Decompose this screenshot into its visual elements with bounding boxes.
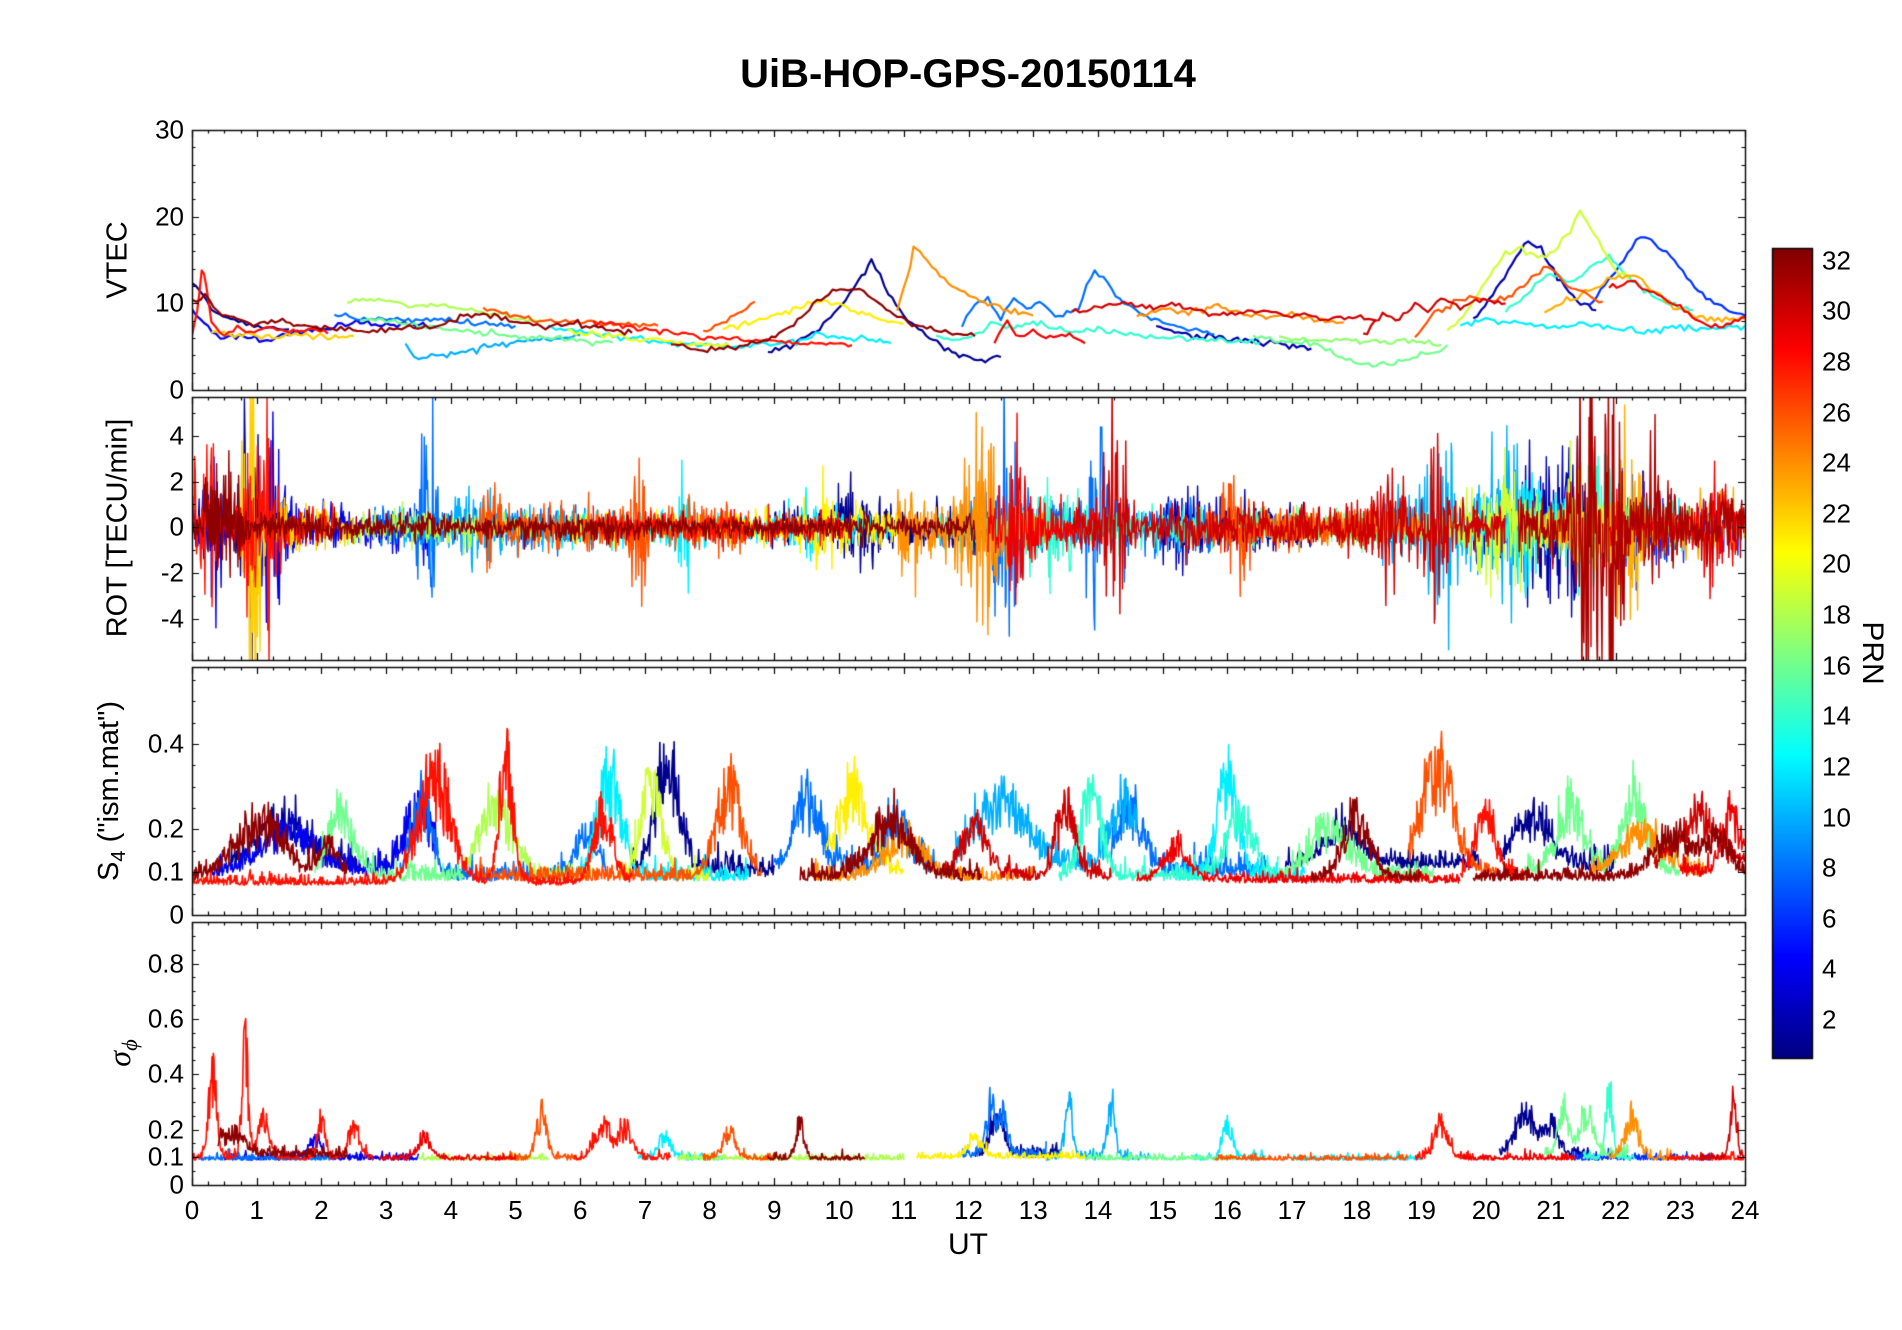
y-tick-label: 0 xyxy=(169,1169,184,1200)
y-tick-label: 0.4 xyxy=(147,1058,184,1089)
colorbar-tick-label: 30 xyxy=(1822,295,1851,326)
x-tick-label: 7 xyxy=(637,1195,653,1225)
x-tick-label: 23 xyxy=(1665,1195,1695,1225)
colorbar-tick-label: 24 xyxy=(1822,447,1851,478)
x-tick-label: 1 xyxy=(249,1195,264,1225)
colorbar-tick-label: 2 xyxy=(1822,1004,1837,1035)
x-tick-label: 11 xyxy=(890,1195,918,1225)
colorbar-tick-label: 4 xyxy=(1822,953,1837,984)
colorbar-tick-label: 18 xyxy=(1822,599,1851,630)
y-tick-label: 0.1 xyxy=(147,1141,184,1172)
x-tick-label: 17 xyxy=(1277,1195,1307,1225)
y-tick-label: 0.2 xyxy=(147,1114,184,1145)
x-tick-label: 12 xyxy=(954,1195,983,1225)
colorbar-tick-label: 8 xyxy=(1822,852,1837,883)
x-tick-label: 14 xyxy=(1083,1195,1113,1225)
y-tick-label: 0.4 xyxy=(147,728,184,759)
y-tick-label: 10 xyxy=(155,287,184,318)
colorbar-tick-label: 22 xyxy=(1822,498,1851,529)
y-tick-label: 0 xyxy=(169,374,184,405)
x-tick-label: 0 xyxy=(184,1195,200,1225)
x-tick-label: 22 xyxy=(1601,1195,1631,1225)
x-tick-label: 16 xyxy=(1212,1195,1242,1225)
y-tick-label: 30 xyxy=(155,114,184,145)
x-tick-label: 6 xyxy=(573,1195,588,1225)
y-tick-label: -2 xyxy=(160,557,184,588)
x-tick-label: 19 xyxy=(1406,1195,1436,1225)
x-tick-label: 2 xyxy=(314,1195,329,1225)
y-tick-label: 0.2 xyxy=(147,813,184,844)
colorbar-tick-label: 14 xyxy=(1822,700,1851,731)
phi-subscript: ϕ xyxy=(117,1039,143,1051)
colorbar-tick-label: 26 xyxy=(1822,397,1851,428)
x-tick-label: 21 xyxy=(1536,1195,1566,1225)
colorbar-tick-label: 12 xyxy=(1822,751,1851,782)
x-tick-label: 10 xyxy=(824,1195,854,1225)
x-tick-label: 18 xyxy=(1342,1195,1372,1225)
colorbar-tick-label: 10 xyxy=(1822,802,1851,833)
y-tick-label: 0 xyxy=(169,899,184,930)
x-tick-label: 15 xyxy=(1148,1195,1178,1225)
x-tick-label: 24 xyxy=(1730,1195,1760,1225)
y-tick-label: 0.6 xyxy=(147,1003,184,1034)
x-tick-label: 3 xyxy=(378,1195,394,1225)
y-tick-label: 2 xyxy=(169,466,184,497)
colorbar-tick-label: 6 xyxy=(1822,903,1837,934)
x-tick-label: 20 xyxy=(1471,1195,1501,1225)
y-tick-label: -4 xyxy=(160,603,184,634)
y-tick-label: 0.1 xyxy=(147,856,184,887)
x-tick-label: 13 xyxy=(1018,1195,1048,1225)
y-tick-label: 0 xyxy=(169,511,184,542)
x-tick-label: 5 xyxy=(508,1195,523,1225)
x-tick-label: 9 xyxy=(767,1195,782,1225)
colorbar-tick-label: 16 xyxy=(1822,650,1851,681)
figure-title: UiB-HOP-GPS-20150114 xyxy=(740,52,1196,96)
y-tick-label: 20 xyxy=(155,201,184,232)
xlabel: UT xyxy=(948,1228,988,1261)
colorbar-label: PRN xyxy=(1856,621,1889,685)
x-tick-label: 4 xyxy=(443,1195,459,1225)
x-tick-label: 8 xyxy=(702,1195,717,1225)
y-tick-label: 4 xyxy=(169,420,184,451)
colorbar-tick-label: 28 xyxy=(1822,346,1851,377)
colorbar-tick-label: 32 xyxy=(1822,245,1851,276)
colorbar-tick-label: 20 xyxy=(1822,548,1851,579)
y-tick-label: 0.8 xyxy=(147,948,184,979)
